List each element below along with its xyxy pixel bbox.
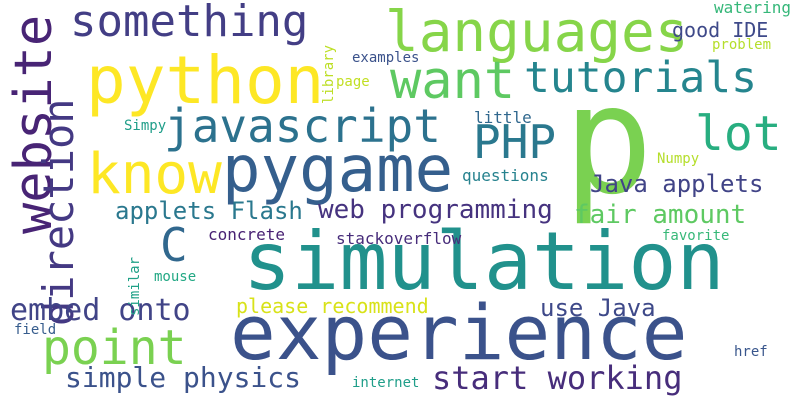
word-start-working: start working: [432, 359, 683, 397]
word-simpy: Simpy: [124, 118, 167, 134]
word-field: field: [14, 322, 57, 338]
word-c: C: [160, 218, 188, 272]
word-point: point: [42, 320, 187, 376]
word-java-applets: Java applets: [590, 170, 764, 198]
word-python: python: [86, 42, 325, 119]
word-little: little: [474, 108, 532, 127]
word-problem: problem: [712, 37, 772, 53]
word-internet: internet: [352, 375, 420, 391]
word-lot: lot: [695, 106, 782, 162]
word-href: href: [734, 344, 768, 360]
word-know: know: [87, 142, 222, 207]
word-php: PHP: [473, 115, 557, 169]
word-please-recommend: please recommend: [236, 294, 429, 318]
word-tutorials: tutorials: [524, 53, 757, 103]
word-mouse: mouse: [154, 269, 197, 285]
word-favorite: favorite: [662, 228, 730, 244]
word-web-programming: web programming: [318, 195, 553, 225]
word-applets-flash: applets Flash: [115, 197, 303, 225]
word-direction: direction: [34, 98, 83, 326]
word-something: something: [70, 0, 309, 47]
word-stackoverflow: stackoverflow: [336, 229, 462, 248]
word-concrete: concrete: [208, 225, 286, 244]
word-fair-amount: fair amount: [574, 200, 747, 230]
word-experience: experience: [230, 288, 688, 377]
word-examples: examples: [352, 50, 420, 66]
word-languages: languages: [385, 0, 689, 65]
word-embed-onto: embed onto: [10, 293, 191, 328]
word-pygame: pygame: [222, 133, 454, 207]
word-numpy: Numpy: [657, 151, 700, 167]
word-want: want: [390, 51, 516, 111]
word-watering: watering: [714, 0, 792, 17]
word-page: page: [336, 74, 370, 90]
word-similar: similar: [127, 256, 143, 316]
word-simulation: simulation: [243, 215, 725, 308]
word-good-ide: good IDE: [672, 18, 769, 42]
word-p: p: [563, 54, 654, 228]
word-questions: questions: [462, 166, 549, 185]
word-library: library: [321, 44, 337, 104]
word-simple-physics: simple physics: [65, 361, 302, 394]
word-javascript: javascript: [164, 99, 441, 153]
word-use-java: use Java: [540, 294, 656, 322]
